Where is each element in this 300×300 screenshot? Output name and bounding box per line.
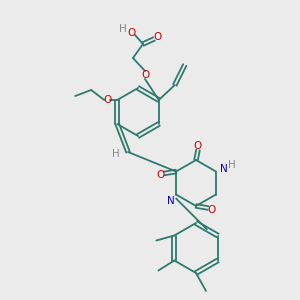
Text: N: N — [167, 196, 175, 206]
Text: O: O — [154, 32, 162, 42]
Text: O: O — [127, 28, 135, 38]
Text: O: O — [208, 205, 216, 215]
Text: H: H — [119, 24, 127, 34]
Text: H: H — [112, 149, 120, 159]
Text: O: O — [103, 95, 111, 105]
Text: O: O — [194, 141, 202, 151]
Text: O: O — [156, 170, 164, 181]
Text: O: O — [141, 70, 149, 80]
Text: N: N — [220, 164, 228, 173]
Text: H: H — [228, 160, 236, 170]
